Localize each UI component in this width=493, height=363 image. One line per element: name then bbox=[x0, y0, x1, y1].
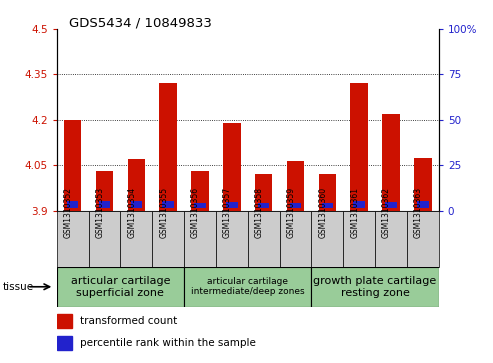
Bar bbox=[194, 203, 206, 208]
Text: transformed count: transformed count bbox=[80, 316, 177, 326]
Bar bbox=[67, 201, 78, 208]
Text: GSM1310359: GSM1310359 bbox=[286, 187, 295, 238]
Bar bbox=[351, 83, 368, 211]
Text: GSM1310363: GSM1310363 bbox=[414, 187, 423, 238]
Bar bbox=[191, 171, 209, 211]
Text: GSM1310353: GSM1310353 bbox=[96, 187, 105, 238]
Text: GSM1310361: GSM1310361 bbox=[350, 187, 359, 238]
Text: GSM1310360: GSM1310360 bbox=[318, 187, 327, 238]
Text: GSM1310362: GSM1310362 bbox=[382, 187, 391, 238]
Bar bbox=[184, 267, 312, 307]
Bar bbox=[312, 267, 439, 307]
Bar bbox=[57, 267, 184, 307]
Bar bbox=[99, 201, 110, 208]
Bar bbox=[353, 201, 365, 208]
Text: GSM1310354: GSM1310354 bbox=[127, 187, 136, 238]
Bar bbox=[382, 114, 400, 211]
Bar bbox=[216, 211, 247, 267]
Text: GDS5434 / 10849833: GDS5434 / 10849833 bbox=[69, 16, 212, 29]
Bar bbox=[57, 211, 89, 267]
Bar bbox=[287, 160, 304, 211]
Bar bbox=[159, 83, 177, 211]
Bar bbox=[57, 336, 72, 350]
Bar bbox=[312, 211, 343, 267]
Bar bbox=[407, 211, 439, 267]
Bar bbox=[152, 211, 184, 267]
Bar bbox=[57, 314, 72, 328]
Bar bbox=[128, 159, 145, 211]
Bar bbox=[290, 203, 301, 208]
Bar bbox=[375, 211, 407, 267]
Bar bbox=[321, 203, 333, 208]
Bar bbox=[184, 211, 216, 267]
Text: GSM1310357: GSM1310357 bbox=[223, 187, 232, 238]
Text: articular cartilage
intermediate/deep zones: articular cartilage intermediate/deep zo… bbox=[191, 277, 305, 297]
Bar bbox=[280, 211, 312, 267]
Text: percentile rank within the sample: percentile rank within the sample bbox=[80, 338, 255, 348]
Bar bbox=[96, 171, 113, 211]
Bar bbox=[162, 201, 174, 208]
Bar bbox=[318, 174, 336, 211]
Text: growth plate cartilage
resting zone: growth plate cartilage resting zone bbox=[314, 276, 437, 298]
Text: tissue: tissue bbox=[2, 282, 34, 292]
Bar bbox=[386, 202, 397, 208]
Bar bbox=[255, 174, 273, 211]
Bar bbox=[343, 211, 375, 267]
Bar bbox=[64, 120, 81, 211]
Text: GSM1310356: GSM1310356 bbox=[191, 187, 200, 238]
Bar bbox=[247, 211, 280, 267]
Bar bbox=[226, 202, 238, 208]
Bar bbox=[414, 158, 431, 211]
Text: GSM1310355: GSM1310355 bbox=[159, 187, 168, 238]
Text: articular cartilage
superficial zone: articular cartilage superficial zone bbox=[70, 276, 170, 298]
Bar bbox=[120, 211, 152, 267]
Text: GSM1310358: GSM1310358 bbox=[255, 187, 264, 238]
Bar bbox=[131, 201, 142, 208]
Text: GSM1310352: GSM1310352 bbox=[64, 187, 72, 238]
Bar bbox=[417, 201, 428, 208]
Bar bbox=[223, 123, 241, 211]
Bar bbox=[258, 203, 269, 208]
Bar bbox=[89, 211, 120, 267]
